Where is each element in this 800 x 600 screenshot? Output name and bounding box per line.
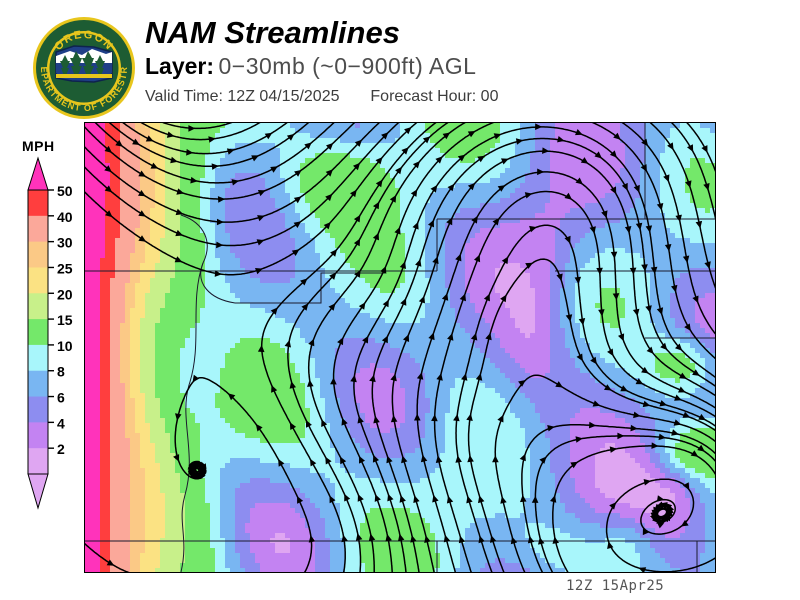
- colorbar-tick-label: 8: [57, 364, 65, 380]
- valid-time-line: Valid Time: 12Z 04/15/2025 Forecast Hour…: [145, 87, 498, 107]
- colorbar-graphic: 50 40 30 25 20 15 10 8 6 4 2: [14, 156, 80, 516]
- colorbar-title: MPH: [22, 138, 55, 154]
- colorbar-tick-label: 2: [57, 441, 65, 457]
- streamline-map[interactable]: #cfa0ee: [84, 122, 716, 573]
- colorbar-tick-label: 10: [57, 338, 73, 354]
- title-block: NAM Streamlines Layer: 0−30mb (~0−900ft)…: [145, 16, 498, 107]
- colorbar-tick-label: 15: [57, 312, 73, 328]
- colorbar-tick-label: 6: [57, 390, 65, 406]
- streamlines: [85, 123, 715, 572]
- valid-time-value: 12Z 04/15/2025: [227, 88, 340, 105]
- colorbar-tick-label: 30: [57, 235, 73, 251]
- colorbar-tick-label: 20: [57, 286, 73, 302]
- colorbar-tick-label: 4: [57, 415, 65, 431]
- forecast-hour-label: Forecast Hour:: [370, 88, 477, 105]
- map-timestamp: 12Z 15Apr25: [566, 578, 665, 594]
- layer-label: Layer:: [145, 53, 215, 79]
- wind-speed-colorbar: MPH 50 40 30 25 20 15 10 8 6 4 2: [14, 138, 80, 518]
- colorbar-tick-label: 25: [57, 260, 73, 276]
- wind-speed-contour-fill: [85, 123, 715, 572]
- layer-line: Layer: 0−30mb (~0−900ft) AGL: [145, 53, 498, 83]
- forecast-hour-value: 00: [480, 88, 499, 105]
- header: OREGON DEPARTMENT OF FORESTRY NAM Stream…: [0, 0, 800, 120]
- colorbar-tick-label: 50: [57, 183, 73, 199]
- page-title: NAM Streamlines: [145, 15, 400, 50]
- oregon-department-of-forestry-seal-icon: OREGON DEPARTMENT OF FORESTRY: [32, 16, 136, 120]
- streamline-arrowheads: [104, 123, 711, 572]
- valid-time-label: Valid Time:: [145, 88, 223, 105]
- layer-value: 0−30mb (~0−900ft) AGL: [218, 53, 477, 79]
- colorbar-tick-label: 40: [57, 209, 73, 225]
